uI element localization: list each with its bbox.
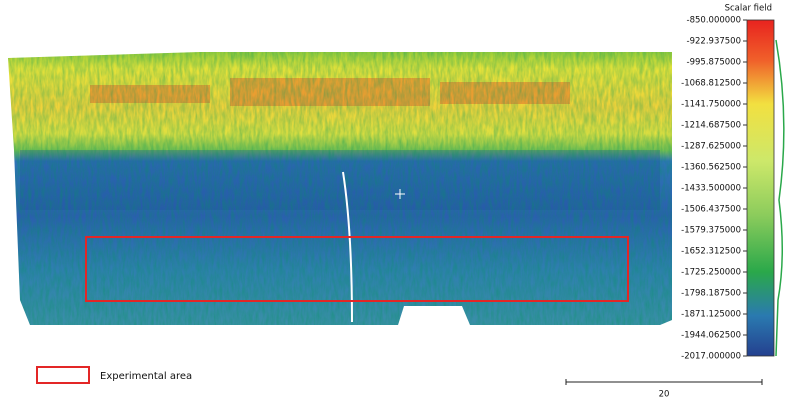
colorbar-tick-label: -1506.437500 [681, 205, 741, 215]
colorbar-tick-label: -1287.625000 [681, 142, 741, 152]
colorbar-tick-label: -1433.500000 [681, 184, 741, 194]
colorbar-gradient [747, 20, 774, 356]
colorbar-tick-label: -1652.312500 [681, 247, 741, 257]
colorbar-tick-label: -922.937500 [687, 37, 741, 47]
scale-bar: 20 [566, 379, 762, 400]
colorbar-tick-label: -1068.812500 [681, 79, 741, 89]
legend: Experimental area [37, 367, 192, 383]
colorbar-tick-label: -2017.000000 [681, 352, 741, 362]
screen: Experimental area 20 Scalar field -850.0… [0, 0, 790, 401]
colorbar-tick-label: -1360.562500 [681, 163, 741, 173]
colorbar-tick-label: -1725.250000 [681, 268, 741, 278]
colorbar-title: Scalar field [725, 4, 772, 14]
colorbar-tick-label: -850.000000 [687, 16, 741, 26]
legend-swatch [37, 367, 89, 383]
colorbar: Scalar field -850.000000 -922.937500 -995.… [681, 4, 784, 362]
point-cloud [8, 52, 672, 325]
legend-label: Experimental area [100, 371, 192, 382]
scale-bar-label: 20 [659, 390, 670, 400]
colorbar-tick-label: -1141.750000 [681, 100, 741, 110]
colorbar-tick-label: -1214.687500 [681, 121, 741, 131]
colorbar-tick-label: -1871.125000 [681, 310, 741, 320]
colorbar-tick-label: -1944.062500 [681, 331, 741, 341]
colorbar-tick-label: -995.875000 [687, 58, 741, 68]
colorbar-tick-label: -1798.187500 [681, 289, 741, 299]
colorbar-tick-label: -1579.375000 [681, 226, 741, 236]
histogram [776, 40, 784, 356]
